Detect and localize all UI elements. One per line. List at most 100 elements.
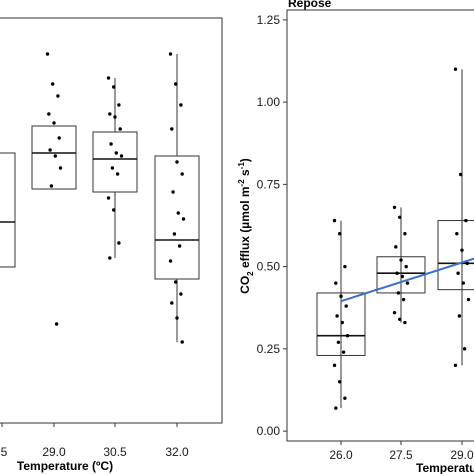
- right-data-point: [340, 320, 344, 325]
- left-data-point: [45, 52, 50, 56]
- right-y-tick-label: 0.50: [257, 260, 281, 274]
- right-data-point: [394, 245, 398, 249]
- left-data-point: [117, 241, 121, 245]
- right-data-point: [395, 271, 399, 275]
- right-data-point: [405, 281, 410, 285]
- left-data-point: [176, 211, 180, 215]
- right-data-point: [399, 258, 403, 262]
- right-data-point: [344, 304, 348, 308]
- right-x-tick-label: 26.0: [329, 448, 353, 462]
- right-data-point: [339, 294, 343, 298]
- left-data-point: [180, 172, 184, 176]
- right-panel: Repose 0.00 0.25 0.50 0.75 1.00 1.25 26.0 27.5 29…: [237, 0, 474, 474]
- right-data-point: [332, 218, 337, 223]
- right-data-point: [457, 314, 462, 318]
- right-data-point: [403, 232, 407, 236]
- right-y-axis-title: CO2 efflux (µmol m-2 s-1): [237, 158, 255, 294]
- right-data-point: [332, 363, 337, 368]
- right-data-point: [453, 363, 458, 368]
- left-data-point: [48, 148, 52, 152]
- left-x-tick-label: 5: [1, 445, 8, 459]
- left-data-point: [112, 208, 116, 212]
- left-data-point: [179, 103, 183, 107]
- left-data-point: [49, 184, 54, 188]
- left-data-point: [170, 127, 174, 131]
- right-y-tick-label: 0.25: [257, 342, 281, 356]
- right-y-tick-label: 0.00: [257, 424, 281, 438]
- right-data-point: [461, 281, 465, 285]
- left-data-point: [110, 166, 115, 170]
- left-data-point: [117, 103, 121, 107]
- left-data-point: [106, 196, 111, 200]
- right-data-point: [392, 205, 397, 210]
- left-data-point: [113, 115, 117, 119]
- left-data-point: [172, 232, 177, 236]
- right-data-point: [466, 297, 471, 302]
- left-plot-frame: [0, 17, 223, 424]
- right-data-point: [403, 320, 407, 325]
- right-data-point: [465, 261, 469, 266]
- left-box: [0, 152, 16, 268]
- right-data-point: [343, 396, 347, 400]
- right-data-point: [398, 317, 402, 321]
- left-data-point: [119, 154, 124, 158]
- right-box: [437, 220, 474, 291]
- left-data-point: [115, 172, 120, 176]
- left-data-point: [53, 154, 57, 158]
- left-data-point: [171, 190, 175, 194]
- left-data-point: [52, 121, 56, 125]
- left-data-point: [174, 280, 178, 284]
- left-data-point: [168, 52, 173, 56]
- left-data-point: [180, 340, 184, 344]
- left-box: [31, 125, 77, 190]
- right-x-axis-title: Temperature: [416, 461, 474, 474]
- left-box: [154, 155, 200, 280]
- left-data-point: [179, 292, 183, 296]
- right-data-point: [396, 291, 401, 295]
- right-y-tick-label: 1.00: [257, 95, 281, 109]
- left-x-tick-label: 29.0: [42, 445, 66, 459]
- left-data-point: [56, 94, 60, 98]
- left-data-point: [108, 256, 112, 260]
- left-box: [92, 131, 138, 193]
- left-data-point: [47, 112, 51, 116]
- right-data-point: [345, 334, 350, 338]
- left-data-point: [118, 127, 122, 131]
- left-data-point: [108, 112, 112, 116]
- right-plot-frame: [286, 9, 474, 442]
- left-data-point: [177, 244, 182, 248]
- right-data-point: [398, 215, 402, 219]
- left-data-point: [175, 316, 179, 320]
- left-x-tick-label: 32.0: [165, 445, 189, 459]
- left-data-point: [106, 76, 111, 80]
- left-data-point: [174, 82, 178, 86]
- left-data-point: [58, 166, 63, 170]
- right-data-point: [341, 350, 346, 354]
- left-data-point: [112, 85, 116, 89]
- left-data-point: [54, 322, 59, 326]
- right-data-point: [462, 347, 467, 351]
- right-data-point: [343, 264, 347, 269]
- left-data-point: [181, 217, 186, 221]
- right-data-point: [334, 406, 338, 410]
- right-x-tick-label: 29.0: [450, 448, 474, 462]
- right-data-point: [338, 380, 342, 384]
- right-data-point: [460, 248, 464, 252]
- left-data-point: [175, 160, 179, 164]
- right-data-point: [335, 314, 339, 318]
- left-data-point: [51, 82, 55, 86]
- left-data-point: [170, 301, 174, 305]
- left-panel: 5 29.0 30.5 32.0 Temperature (ºC): [0, 17, 223, 473]
- right-data-point: [338, 232, 342, 236]
- left-data-point: [57, 136, 61, 140]
- right-data-point: [464, 218, 468, 223]
- left-data-point: [109, 142, 113, 146]
- right-data-point: [456, 271, 460, 275]
- left-x-tick-label: 30.5: [103, 445, 127, 459]
- left-x-axis-title: Temperature (ºC): [17, 459, 113, 473]
- right-data-point: [453, 67, 458, 71]
- right-y-tick-label: 1.25: [257, 13, 281, 27]
- right-data-point: [336, 340, 341, 344]
- right-panel-title: Repose: [288, 0, 332, 10]
